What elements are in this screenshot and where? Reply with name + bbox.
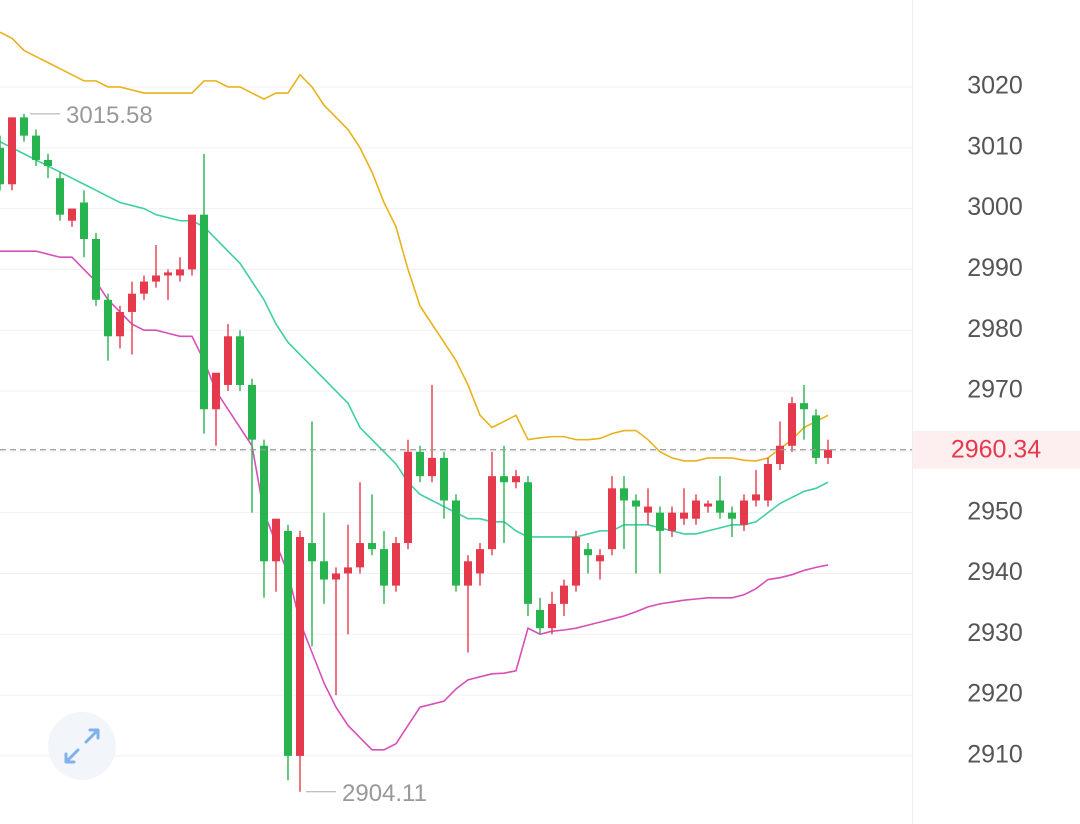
candle-body	[308, 543, 316, 562]
candle-body	[8, 117, 16, 185]
candle-body	[152, 275, 160, 282]
candle-body	[632, 500, 640, 507]
y-tick-label: 2920	[967, 680, 1023, 708]
candle-body	[296, 536, 304, 756]
y-tick-label: 2910	[967, 741, 1023, 769]
candle-body	[416, 451, 424, 477]
candle-body	[0, 147, 4, 185]
band-line	[0, 250, 829, 751]
candle-body	[608, 488, 616, 550]
candle-body	[500, 476, 508, 483]
candle-body	[356, 543, 364, 568]
candle-body	[800, 403, 808, 410]
candle-body	[32, 135, 40, 160]
candle-body	[656, 512, 664, 531]
last-price-label: 2960.34	[951, 435, 1041, 463]
candle-body	[20, 117, 28, 136]
last-price-bg	[913, 430, 1080, 469]
candle-body	[80, 202, 88, 239]
candle-body	[92, 238, 100, 300]
y-tick-label: 3000	[967, 193, 1023, 221]
candle-body	[524, 482, 532, 604]
candle-body	[140, 281, 148, 294]
candle-body	[272, 518, 280, 562]
candle-body	[188, 214, 196, 270]
candle-body	[596, 555, 604, 562]
candle-body	[716, 500, 724, 513]
candle-body	[428, 457, 436, 477]
candle-body	[452, 500, 460, 586]
candle-body	[764, 463, 772, 501]
candle-body	[116, 311, 124, 337]
candle-body	[224, 336, 232, 385]
candle-body	[176, 269, 184, 276]
expand-button-bg[interactable]	[48, 712, 116, 780]
candle-body	[248, 384, 256, 440]
candle-body	[776, 445, 784, 464]
min-label: 2904.11	[342, 780, 427, 807]
expand-button[interactable]	[48, 712, 116, 780]
candle-body	[392, 543, 400, 586]
candle-body	[704, 503, 712, 507]
y-tick-label: 3010	[967, 132, 1023, 160]
candle-body	[128, 293, 136, 312]
candle-body	[368, 543, 376, 550]
candle-body	[668, 512, 676, 531]
y-tick-label: 2990	[967, 254, 1023, 282]
y-tick-label: 2950	[967, 497, 1023, 525]
candle-body	[512, 476, 520, 483]
candle-body	[260, 445, 268, 562]
y-tick-label: 2970	[967, 376, 1023, 404]
y-tick-label: 2930	[967, 619, 1023, 647]
candle-body	[548, 603, 556, 629]
candle-body	[788, 403, 796, 446]
candle-body	[680, 512, 688, 519]
candle-body	[164, 272, 172, 276]
candle-body	[44, 159, 52, 167]
candle-body	[536, 609, 544, 629]
candle-body	[572, 536, 580, 586]
candle-body	[488, 476, 496, 550]
expand-icon[interactable]	[64, 728, 100, 764]
candle-body	[692, 500, 700, 519]
candle-body	[68, 208, 76, 221]
max-label: 3015.58	[66, 102, 153, 129]
y-tick-label: 2980	[967, 315, 1023, 343]
candle-body	[812, 415, 820, 458]
candle-body	[284, 530, 292, 756]
candle-body	[344, 567, 352, 574]
band-line	[0, 140, 829, 538]
candle-body	[584, 549, 592, 556]
candle-body	[560, 585, 568, 604]
candle-body	[320, 561, 328, 580]
candle-body	[476, 549, 484, 574]
candle-body	[236, 336, 244, 385]
candle-body	[740, 500, 748, 525]
candle-body	[104, 299, 112, 337]
candle-body	[440, 457, 448, 501]
candle-body	[212, 372, 220, 410]
candle-body	[332, 573, 340, 580]
candle-body	[752, 494, 760, 501]
candle-body	[644, 506, 652, 513]
candle-body	[728, 512, 736, 519]
y-tick-label: 2940	[967, 558, 1023, 586]
candle-body	[56, 178, 64, 215]
candle-body	[620, 488, 628, 501]
candle-body	[824, 449, 832, 458]
candle-body	[404, 451, 412, 544]
candle-body	[380, 549, 388, 586]
y-tick-label: 3020	[967, 72, 1023, 100]
candle-body	[464, 561, 472, 586]
band-line	[0, 31, 829, 462]
candle-body	[200, 214, 208, 410]
